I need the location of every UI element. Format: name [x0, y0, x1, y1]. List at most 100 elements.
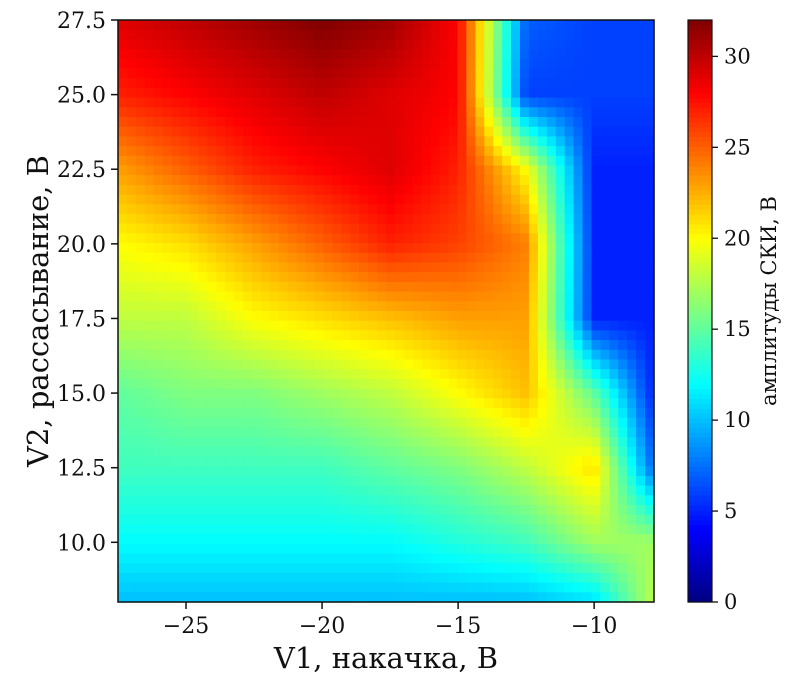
heatmap-cell — [547, 233, 557, 243]
heatmap-cell — [386, 272, 396, 282]
heatmap-cell — [252, 195, 262, 205]
heatmap-cell — [386, 544, 396, 554]
heatmap-cell — [511, 427, 521, 437]
heatmap-cell — [315, 156, 325, 166]
colorbar-swatch — [688, 35, 712, 40]
heatmap-cell — [511, 282, 521, 292]
heatmap-cell — [538, 340, 548, 350]
heatmap-cell — [207, 369, 217, 379]
heatmap-cell — [377, 98, 387, 108]
heatmap-cell — [118, 69, 128, 79]
heatmap-cell — [181, 233, 191, 243]
heatmap-cell — [234, 272, 244, 282]
heatmap-cell — [243, 214, 253, 224]
heatmap-cell — [422, 214, 432, 224]
heatmap-cell — [413, 282, 423, 292]
heatmap-cell — [413, 195, 423, 205]
heatmap-cell — [413, 427, 423, 437]
heatmap-cell — [600, 515, 610, 525]
heatmap-cell — [261, 59, 271, 69]
heatmap-cell — [323, 272, 333, 282]
heatmap-cell — [252, 592, 262, 602]
heatmap-cell — [306, 554, 316, 564]
heatmap-cell — [413, 233, 423, 243]
heatmap-cell — [636, 544, 646, 554]
heatmap-cell — [297, 69, 307, 79]
heatmap-cell — [216, 117, 226, 127]
heatmap-cell — [529, 583, 539, 593]
heatmap-cell — [538, 457, 548, 467]
heatmap-cell — [466, 185, 476, 195]
heatmap-cell — [583, 263, 593, 273]
heatmap-cell — [591, 321, 601, 331]
heatmap-cell — [252, 292, 262, 302]
heatmap-cell — [181, 49, 191, 59]
heatmap-cell — [341, 360, 351, 370]
heatmap-cell — [225, 379, 235, 389]
heatmap-cell — [475, 427, 485, 437]
heatmap-cell — [556, 360, 566, 370]
heatmap-cell — [198, 59, 208, 69]
heatmap-cell — [297, 418, 307, 428]
heatmap-cell — [529, 330, 539, 340]
heatmap-cell — [136, 544, 146, 554]
heatmap-cell — [627, 379, 637, 389]
heatmap-cell — [502, 544, 512, 554]
heatmap-cell — [457, 292, 467, 302]
heatmap-cell — [627, 272, 637, 282]
heatmap-cell — [484, 263, 494, 273]
heatmap-cell — [279, 321, 289, 331]
heatmap-cell — [234, 195, 244, 205]
heatmap-cell — [431, 476, 441, 486]
heatmap-cell — [520, 117, 530, 127]
heatmap-cell — [332, 573, 342, 583]
heatmap-cell — [189, 554, 199, 564]
heatmap-cell — [368, 418, 378, 428]
heatmap-cell — [493, 592, 503, 602]
heatmap-cell — [404, 583, 414, 593]
heatmap-cell — [583, 398, 593, 408]
heatmap-cell — [145, 69, 155, 79]
heatmap-cell — [163, 311, 173, 321]
heatmap-cell — [118, 243, 128, 253]
colorbar-swatch — [688, 534, 712, 539]
heatmap-cell — [511, 39, 521, 49]
heatmap-cell — [466, 379, 476, 389]
heatmap-cell — [395, 554, 405, 564]
heatmap-cell — [350, 466, 360, 476]
heatmap-cell — [600, 39, 610, 49]
heatmap-cell — [475, 592, 485, 602]
heatmap-cell — [457, 563, 467, 573]
heatmap-cell — [163, 554, 173, 564]
heatmap-cell — [368, 98, 378, 108]
heatmap-cell — [315, 389, 325, 399]
heatmap-cell — [377, 156, 387, 166]
heatmap-cell — [145, 204, 155, 214]
heatmap-cell — [118, 282, 128, 292]
heatmap-cell — [547, 195, 557, 205]
heatmap-cell — [225, 350, 235, 360]
heatmap-cell — [627, 107, 637, 117]
heatmap-cell — [627, 389, 637, 399]
heatmap-cell — [261, 146, 271, 156]
heatmap-cell — [618, 98, 628, 108]
heatmap-cell — [181, 583, 191, 593]
heatmap-cell — [431, 447, 441, 457]
heatmap-cell — [198, 379, 208, 389]
heatmap-cell — [529, 592, 539, 602]
heatmap-cell — [154, 427, 164, 437]
heatmap-cell — [261, 243, 271, 253]
colorbar-swatch — [688, 282, 712, 287]
heatmap-cell — [645, 418, 655, 428]
heatmap-cell — [243, 534, 253, 544]
heatmap-cell — [618, 214, 628, 224]
heatmap-cell — [270, 437, 280, 447]
heatmap-cell — [225, 330, 235, 340]
heatmap-cell — [511, 573, 521, 583]
heatmap-cell — [270, 369, 280, 379]
heatmap-cell — [440, 253, 450, 263]
heatmap-cell — [636, 39, 646, 49]
heatmap-cell — [395, 127, 405, 137]
heatmap-cell — [252, 224, 262, 234]
